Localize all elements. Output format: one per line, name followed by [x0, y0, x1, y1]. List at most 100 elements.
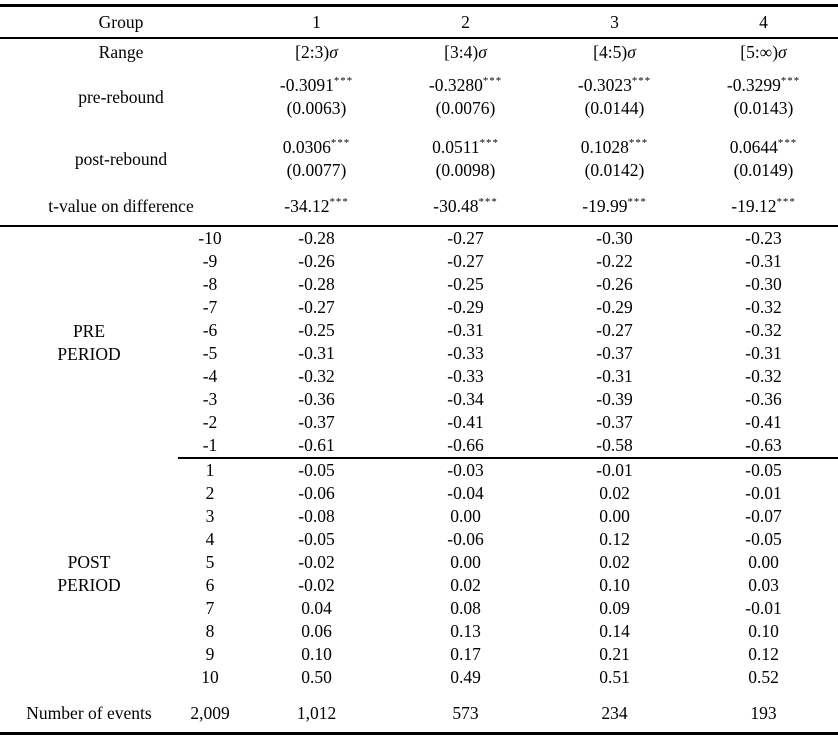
value-cell: 0.50	[301, 667, 332, 687]
significance-stars: ***	[482, 75, 503, 88]
day-cell: -6	[202, 320, 218, 340]
value-cell: -0.22	[596, 251, 633, 271]
day-cell: 9	[205, 644, 215, 664]
group-number-2: 2	[391, 5, 540, 39]
value-cell: -0.33	[447, 366, 484, 386]
sigma-symbol: σ	[329, 42, 338, 62]
range-cell-3: [4:5)σ	[540, 38, 689, 66]
value-cell: -0.25	[298, 320, 335, 340]
value-cell: 0.21	[599, 644, 630, 664]
post-rebound-label: post-rebound	[74, 148, 168, 169]
day-cell: -5	[202, 343, 218, 363]
value-cell: -0.41	[745, 412, 782, 432]
value-cell: -0.63	[689, 434, 838, 459]
value-cell: -0.34	[447, 389, 484, 409]
value-cell: 0.02	[599, 552, 630, 572]
day-cell: 10	[201, 667, 219, 687]
post-rebound-cell-2: 0.0511*** (0.0098)	[391, 128, 540, 190]
pre-rebound-cell-4: -0.3299*** (0.0143)	[689, 66, 838, 128]
pre-period-row: -1 -0.61 -0.66 -0.58 -0.63	[0, 434, 838, 459]
post-period-row: 2 -0.06 -0.04 0.02 -0.01	[0, 482, 838, 505]
sigma-symbol: σ	[778, 42, 787, 62]
range-cell-2: [3:4)σ	[391, 38, 540, 66]
value-cell: -0.32	[745, 297, 782, 317]
coef-value: -0.3299***	[726, 75, 801, 95]
pre-period-row: PRE PERIOD -10 -0.28 -0.27 -0.30 -0.23	[0, 226, 838, 364]
results-table: Group 1 2 3 4 Range [2:3)σ [3:4)σ [4:5)σ…	[0, 4, 838, 735]
value-cell: -0.25	[447, 274, 484, 294]
day-cell: -2	[202, 412, 218, 432]
number-of-events-cell-2: 573	[452, 703, 479, 723]
value-cell: -0.61	[242, 434, 391, 459]
day-cell: 6	[205, 575, 215, 595]
value-cell: 0.51	[599, 667, 630, 687]
significance-stars: ***	[777, 137, 798, 150]
post-period-row: 6 -0.02 0.02 0.10 0.03	[0, 574, 838, 597]
value-cell: 0.00	[599, 506, 630, 526]
group-number-4: 4	[689, 5, 838, 39]
value-cell: -0.28	[298, 274, 335, 294]
coef-se: (0.0076)	[435, 98, 496, 118]
post-rebound-cell-3: 0.1028*** (0.0142)	[540, 128, 689, 190]
number-of-events-cell-3: 234	[601, 703, 628, 723]
pre-rebound-row: pre-rebound -0.3091*** (0.0063) -0.3280*…	[0, 66, 838, 128]
pre-period-row: -6 -0.25 -0.31 -0.27 -0.32	[0, 319, 838, 342]
post-period-row: 7 0.04 0.08 0.09 -0.01	[0, 597, 838, 620]
value-cell: 0.02	[599, 483, 630, 503]
value-cell: 0.12	[748, 644, 779, 664]
value-cell: -0.37	[298, 412, 335, 432]
coef-value: -0.3023***	[577, 75, 652, 95]
significance-stars: ***	[478, 196, 498, 209]
range-cell-4: [5:∞)σ	[689, 38, 838, 66]
t-value-cell-3: -19.99***	[540, 190, 689, 227]
value-cell: -0.31	[745, 251, 782, 271]
t-value-label: t-value on difference	[0, 190, 242, 227]
number-of-events-cell-1: 1,012	[296, 703, 337, 723]
value-cell: 0.06	[301, 621, 332, 641]
range-prefix: [2:3)	[295, 42, 330, 62]
value-cell: 0.12	[599, 529, 630, 549]
day-cell: 2	[205, 483, 215, 503]
post-rebound-cell-1: 0.0306*** (0.0077)	[242, 128, 391, 190]
value-cell: -0.27	[447, 228, 484, 248]
day-cell: 1	[205, 460, 215, 480]
value-cell: 0.49	[450, 667, 481, 687]
value-cell: -0.05	[745, 460, 782, 480]
day-cell: -7	[202, 297, 218, 317]
value-cell: -0.01	[745, 483, 782, 503]
post-period-row: POST PERIOD 1 -0.05 -0.03 -0.01 -0.05	[0, 458, 838, 595]
coef-se: (0.0144)	[584, 98, 645, 118]
value-cell: 0.02	[450, 575, 481, 595]
day-cell: 7	[205, 598, 215, 618]
value-cell: -0.03	[447, 460, 484, 480]
t-value-cell-1: -34.12***	[242, 190, 391, 227]
significance-stars: ***	[333, 75, 354, 88]
value-cell: -0.29	[447, 297, 484, 317]
value-cell: -0.05	[745, 529, 782, 549]
number-of-events-row: Number of events 2,009 1,012 573 234 193	[0, 689, 838, 734]
value-cell: -0.02	[298, 552, 335, 572]
value-cell: 0.00	[748, 552, 779, 572]
range-prefix: [5:∞)	[740, 42, 779, 62]
day-cell: -9	[202, 251, 218, 271]
value-cell: 0.04	[301, 598, 332, 618]
t-value-cell-4: -19.12***	[689, 190, 838, 227]
value-cell: -0.33	[447, 343, 484, 363]
post-period-row: 9 0.10 0.17 0.21 0.12	[0, 643, 838, 666]
sigma-symbol: σ	[627, 42, 636, 62]
number-of-events-total: 2,009	[190, 703, 230, 723]
post-rebound-cell-4: 0.0644*** (0.0149)	[689, 128, 838, 190]
number-of-events-cell-4: 193	[750, 703, 777, 723]
significance-stars: ***	[479, 137, 499, 150]
coef-se: (0.0077)	[286, 160, 347, 180]
significance-stars: ***	[627, 196, 647, 209]
day-cell: 5	[205, 552, 215, 572]
pre-period-row: -9 -0.26 -0.27 -0.22 -0.31	[0, 250, 838, 273]
value-cell: -0.32	[745, 366, 782, 386]
value-cell: -0.37	[596, 343, 633, 363]
value-cell: -0.31	[745, 343, 782, 363]
value-cell: 0.03	[748, 575, 779, 595]
value-cell: 0.13	[450, 621, 481, 641]
value-cell: -0.31	[298, 343, 335, 363]
number-of-events-label: Number of events	[26, 703, 152, 723]
